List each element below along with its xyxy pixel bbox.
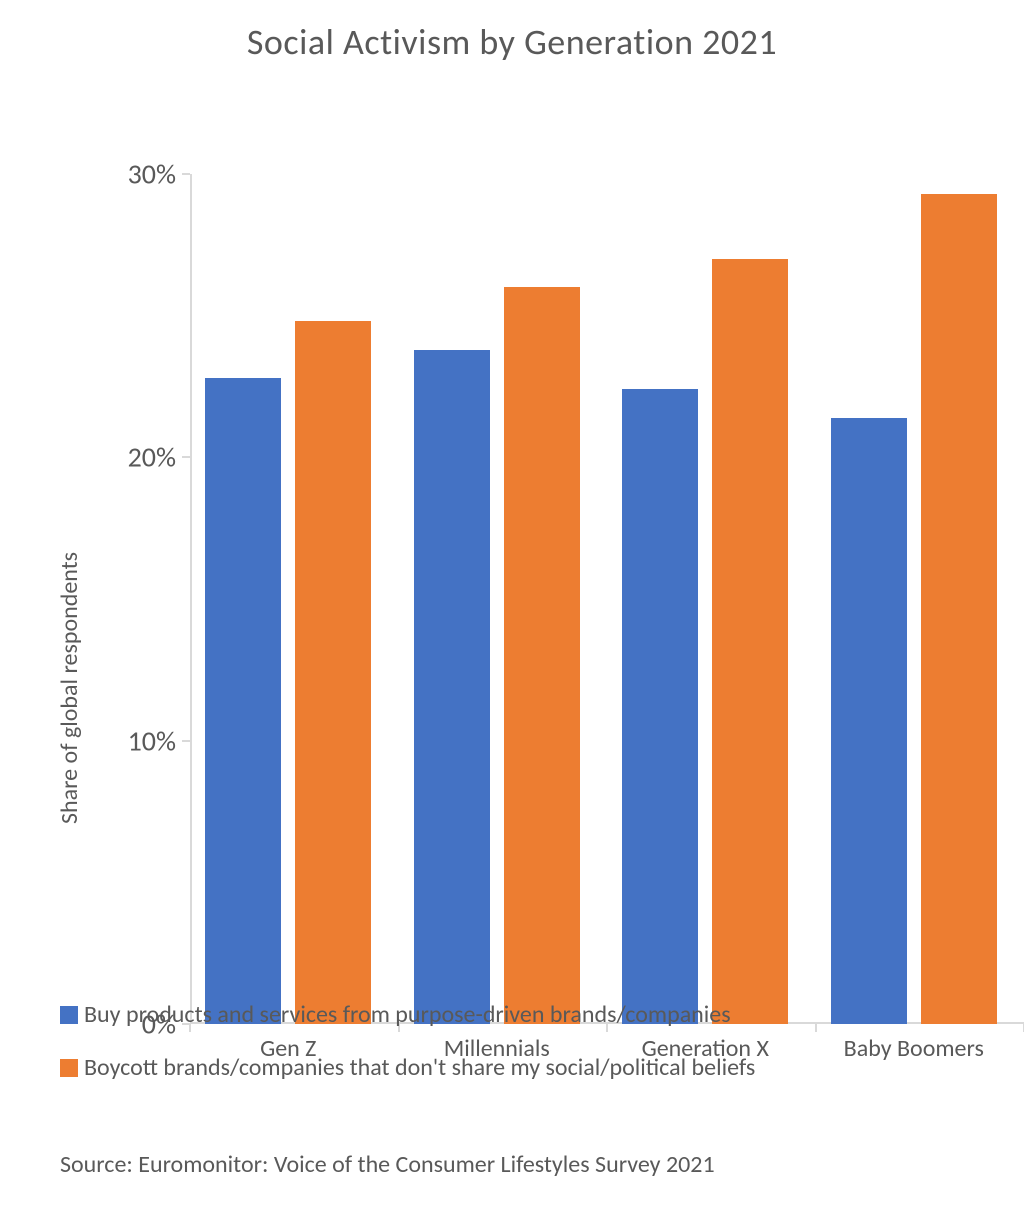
plot-area: 0%10%20%30%Gen ZMillennialsGeneration XB… <box>190 174 1024 1024</box>
x-tick-label: Baby Boomers <box>804 1034 1024 1063</box>
legend-swatch <box>60 1006 78 1024</box>
bar <box>921 194 997 1024</box>
bar <box>414 350 490 1024</box>
legend-swatch <box>60 1059 78 1077</box>
chart-container: Social Activism by Generation 2021 Share… <box>0 0 1024 1207</box>
legend-item: Buy products and services from purpose-d… <box>60 1000 755 1029</box>
bar <box>831 418 907 1024</box>
x-tick-mark <box>815 1024 817 1032</box>
legend-label: Buy products and services from purpose-d… <box>84 1000 731 1029</box>
bar <box>504 287 580 1024</box>
legend: Buy products and services from purpose-d… <box>60 1000 755 1106</box>
y-tick-mark <box>182 456 190 458</box>
y-tick-label: 10% <box>96 723 176 758</box>
y-tick-mark <box>182 173 190 175</box>
legend-label: Boycott brands/companies that don't shar… <box>84 1053 755 1082</box>
bar <box>622 389 698 1024</box>
chart-title: Social Activism by Generation 2021 <box>20 20 1004 64</box>
bar <box>205 378 281 1024</box>
legend-item: Boycott brands/companies that don't shar… <box>60 1053 755 1082</box>
y-axis-label: Share of global respondents <box>55 552 84 824</box>
source-text: Source: Euromonitor: Voice of the Consum… <box>60 1150 715 1179</box>
y-tick-label: 30% <box>96 157 176 192</box>
y-tick-mark <box>182 740 190 742</box>
bar <box>295 321 371 1024</box>
bar <box>712 259 788 1024</box>
y-axis-line <box>190 174 192 1024</box>
y-tick-label: 20% <box>96 440 176 475</box>
